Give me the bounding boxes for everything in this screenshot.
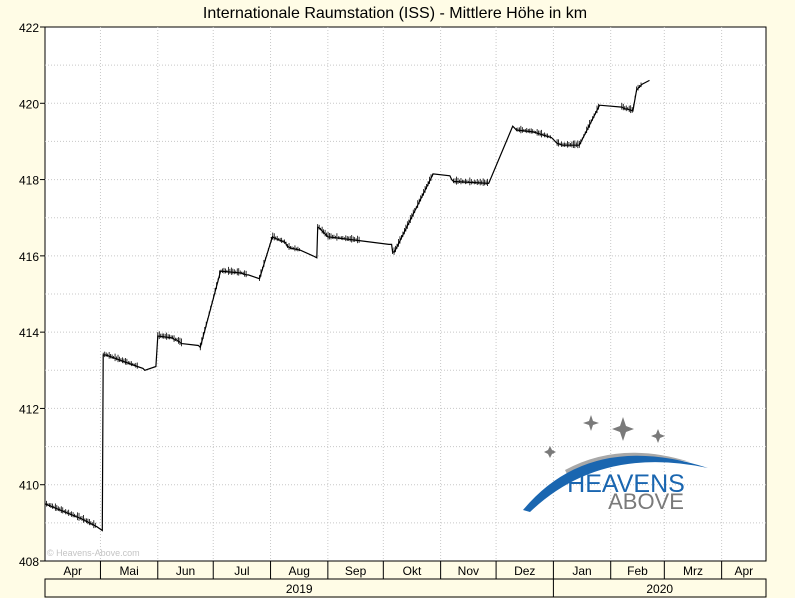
x-tick-label: Jun [176, 564, 195, 578]
y-tick-label: 420 [19, 97, 39, 111]
year-band [44, 578, 767, 598]
year-label: 2020 [646, 582, 673, 596]
year-label: 2019 [286, 582, 313, 596]
series-layer [44, 79, 650, 532]
x-tick-label: Dez [514, 564, 535, 578]
logo-text-above: ABOVE [608, 489, 684, 514]
y-tick-label: 422 [19, 21, 39, 35]
star-icon [583, 415, 599, 431]
y-tick-label: 408 [19, 555, 39, 569]
copyright-text: © Heavens-Above.com [47, 548, 140, 558]
x-tick-label: Jan [572, 564, 591, 578]
star-icon [612, 417, 634, 441]
x-tick-label: Apr [734, 564, 753, 578]
y-tick-label: 414 [19, 326, 39, 340]
y-axis: 408 410 412 414 416 418 420 422 [19, 21, 45, 569]
logo-arc-gray [565, 452, 690, 476]
y-tick-label: 410 [19, 479, 39, 493]
star-icon [651, 429, 665, 443]
x-tick-label: Okt [403, 564, 422, 578]
grid [45, 27, 766, 561]
x-tick-label: Jul [234, 564, 249, 578]
series-line [44, 79, 650, 532]
x-tick-label: Sep [345, 564, 367, 578]
chart-title: Internationale Raumstation (ISS) - Mittl… [203, 5, 587, 22]
x-tick-label: Nov [458, 564, 479, 578]
logo-text-heavens: HEAVENS [567, 470, 685, 498]
x-tick-label: Mrz [683, 564, 703, 578]
x-axis: Apr Mai Jun Jul Aug Sep Okt Nov Dez Jan Feb Mrz Apr [63, 561, 753, 579]
year-axis: 2019 2020 [44, 578, 767, 598]
star-icon [544, 446, 556, 458]
y-tick-label: 412 [19, 402, 39, 416]
x-tick-label: Mai [119, 564, 138, 578]
x-tick-label: Aug [289, 564, 310, 578]
heavens-above-logo: HEAVENS ABOVE [523, 415, 708, 514]
y-tick-label: 416 [19, 250, 39, 264]
x-tick-label: Feb [627, 564, 648, 578]
x-tick-label: Apr [63, 564, 82, 578]
logo-arc-blue [523, 455, 708, 512]
y-tick-label: 418 [19, 174, 39, 188]
